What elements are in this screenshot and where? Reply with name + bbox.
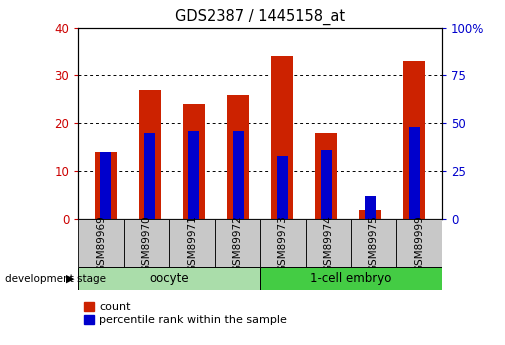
Bar: [260, 219, 306, 267]
Bar: [95, 152, 117, 219]
Bar: [365, 196, 376, 219]
Bar: [100, 152, 111, 219]
Bar: [215, 219, 260, 267]
Legend: count, percentile rank within the sample: count, percentile rank within the sample: [84, 302, 287, 325]
Bar: [78, 219, 124, 267]
Bar: [277, 156, 288, 219]
Text: GSM89973: GSM89973: [278, 215, 288, 272]
Bar: [403, 61, 425, 219]
Bar: [183, 104, 205, 219]
Text: GSM89969: GSM89969: [96, 215, 106, 272]
Bar: [306, 219, 351, 267]
Bar: [351, 219, 396, 267]
Bar: [188, 131, 199, 219]
Bar: [315, 133, 337, 219]
Bar: [409, 127, 420, 219]
Bar: [271, 56, 293, 219]
Bar: [232, 131, 243, 219]
Bar: [227, 95, 249, 219]
Bar: [124, 219, 169, 267]
Bar: [139, 90, 161, 219]
Text: oocyte: oocyte: [149, 272, 189, 285]
Bar: [169, 219, 215, 267]
Text: GSM89971: GSM89971: [187, 215, 197, 272]
Bar: [396, 219, 442, 267]
Bar: [144, 133, 156, 219]
Text: development stage: development stage: [5, 274, 106, 284]
Text: GSM89972: GSM89972: [232, 215, 242, 272]
Text: GSM89974: GSM89974: [323, 215, 333, 272]
Bar: [359, 209, 381, 219]
Text: ▶: ▶: [66, 274, 74, 284]
Title: GDS2387 / 1445158_at: GDS2387 / 1445158_at: [175, 9, 345, 25]
Bar: [260, 267, 442, 290]
Text: GSM89975: GSM89975: [369, 215, 379, 272]
Text: 1-cell embryo: 1-cell embryo: [310, 272, 392, 285]
Text: GSM89970: GSM89970: [141, 215, 152, 272]
Bar: [321, 150, 332, 219]
Bar: [78, 267, 260, 290]
Text: GSM89999: GSM89999: [414, 215, 424, 272]
